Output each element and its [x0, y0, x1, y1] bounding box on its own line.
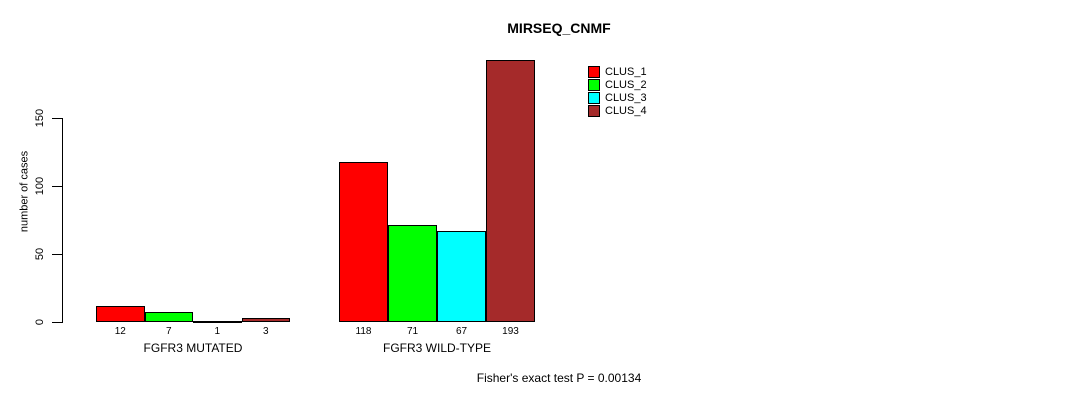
legend-item-clus_2: CLUS_2 [588, 79, 678, 92]
fisher-test-annotation: Fisher's exact test P = 0.00134 [476, 371, 642, 385]
bar-value-label: 118 [355, 326, 372, 337]
bar-clus_3-mutated [193, 320, 242, 323]
legend-swatch-icon [588, 66, 600, 78]
legend-swatch-icon [588, 92, 600, 104]
legend-item-clus_3: CLUS_3 [588, 92, 678, 105]
bar-value-label: 1 [214, 326, 221, 337]
y-tick-label: 0 [34, 318, 46, 326]
chart-title: MIRSEQ_CNMF [507, 20, 611, 36]
y-axis-label: number of cases [18, 150, 31, 233]
bar-value-label: 3 [262, 326, 269, 337]
legend-item-clus_4: CLUS_4 [588, 105, 678, 118]
bar-value-label: 7 [165, 326, 172, 337]
bar-clus_4-mutated [241, 317, 290, 322]
bar-clus_4-wild-type [486, 59, 535, 322]
y-axis-line [62, 118, 63, 323]
y-tick [52, 322, 62, 323]
legend-swatch-icon [588, 105, 600, 117]
bar-value-label: 193 [502, 326, 519, 337]
bar-clus_2-wild-type [388, 225, 437, 322]
bar-clus_3-wild-type [437, 230, 486, 322]
bar-clus_1-mutated [96, 305, 145, 322]
legend-label: CLUS_1 [605, 66, 647, 78]
y-tick [52, 254, 62, 255]
y-tick-label: 100 [34, 176, 46, 196]
bar-value-label: 12 [114, 326, 126, 337]
bar-value-label: 67 [455, 326, 468, 337]
y-tick-label: 150 [34, 108, 46, 128]
legend-label: CLUS_2 [605, 79, 647, 91]
legend-label: CLUS_4 [605, 105, 647, 117]
y-tick [52, 186, 62, 187]
legend-swatch-icon [588, 79, 600, 91]
group-label-fgfr3-wild-type: FGFR3 WILD-TYPE [382, 341, 491, 355]
bar-clus_2-mutated [144, 312, 193, 322]
legend-item-clus_1: CLUS_1 [588, 66, 678, 79]
bar-value-label: 71 [406, 326, 419, 337]
legend-label: CLUS_3 [605, 92, 647, 104]
bar-clus_1-wild-type [339, 161, 388, 322]
y-tick-label: 50 [34, 247, 46, 261]
group-label-fgfr3-mutated: FGFR3 MUTATED [143, 341, 243, 355]
y-tick [52, 118, 62, 119]
